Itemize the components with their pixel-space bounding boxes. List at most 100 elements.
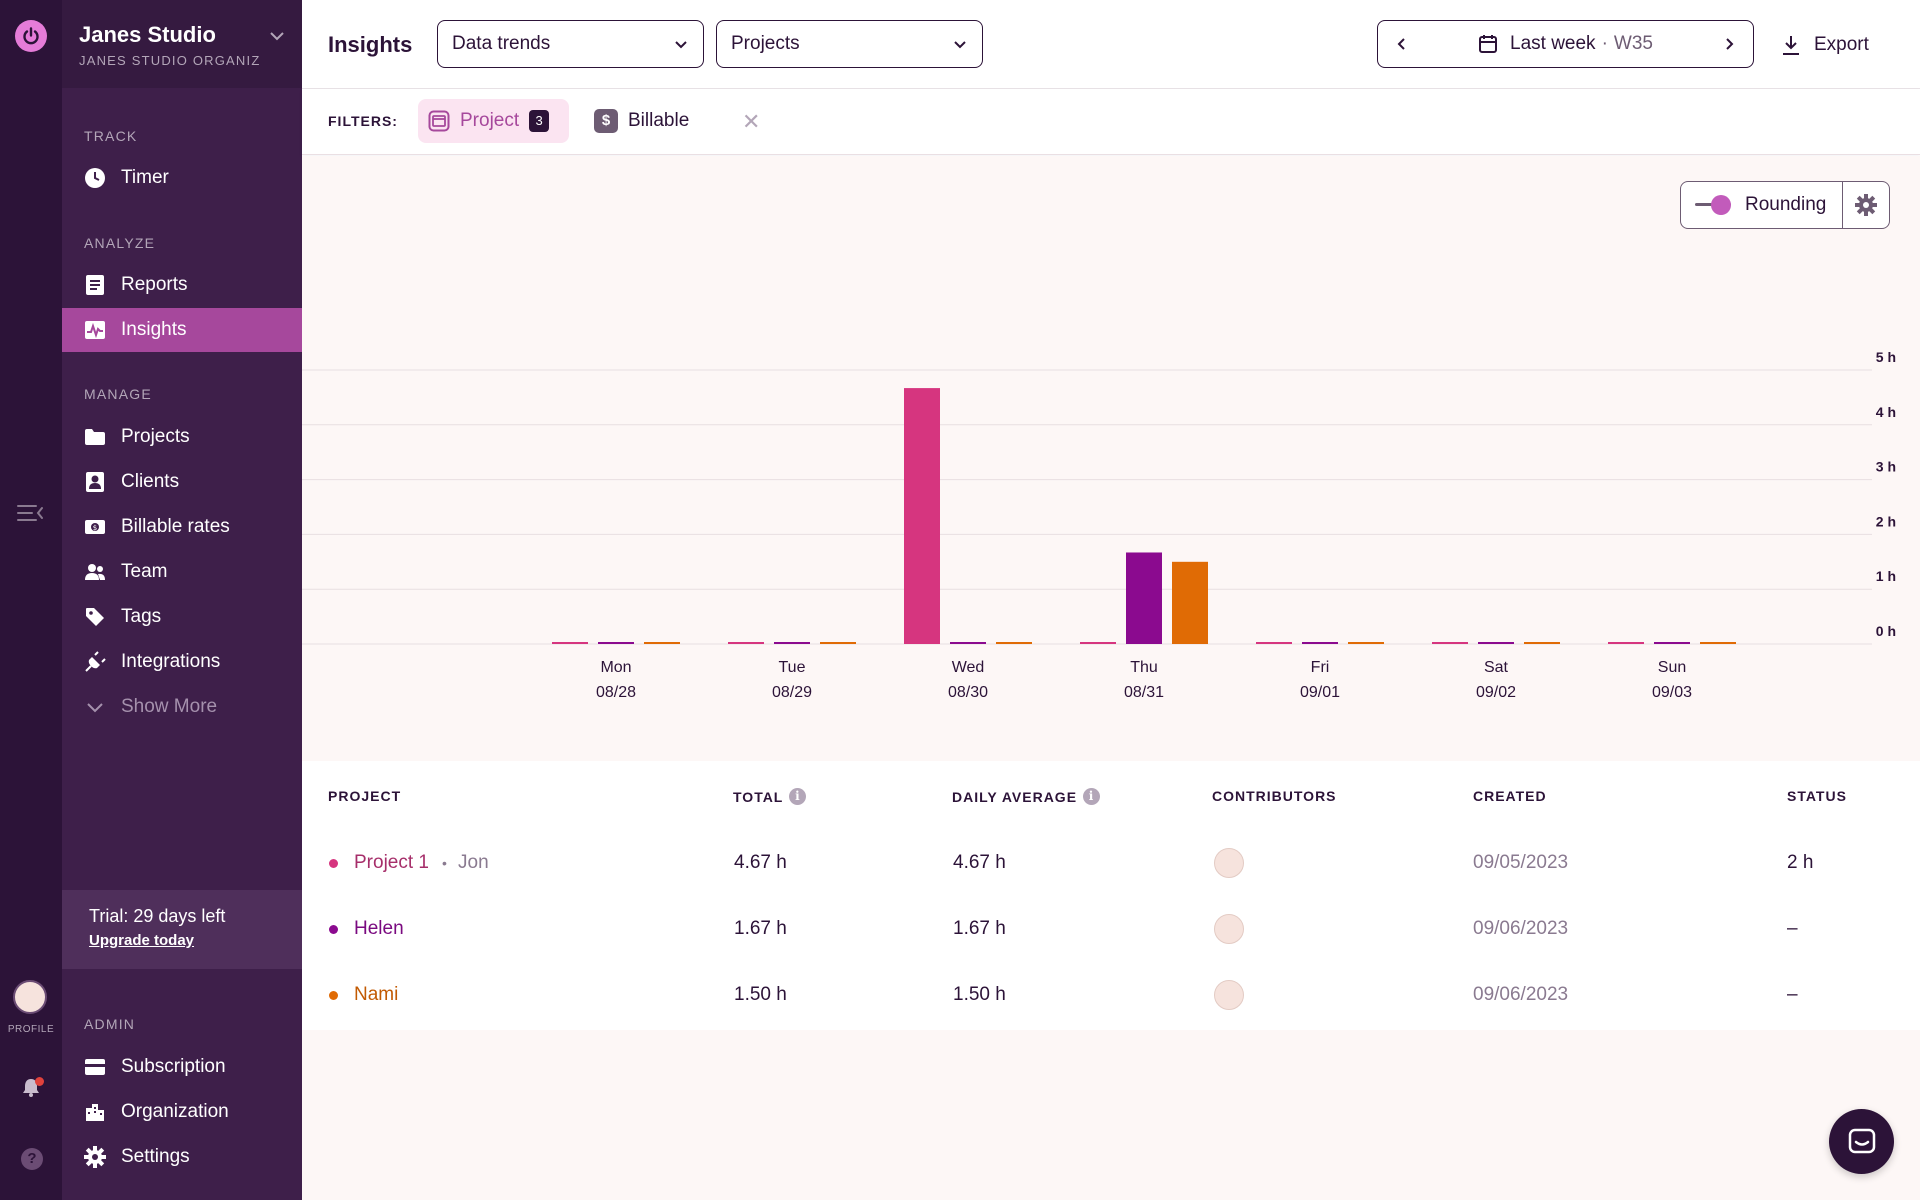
sidebar-item-label: Integrations <box>121 651 221 672</box>
project-status: 2 h <box>1787 852 1814 873</box>
info-icon[interactable]: i <box>1083 788 1101 805</box>
sidebar-show-more[interactable]: Show More <box>62 685 302 729</box>
sidebar-item-label: Reports <box>121 274 188 295</box>
calendar-icon <box>1479 35 1498 53</box>
sidebar-item-tags[interactable]: Tags <box>62 595 302 639</box>
project-created: 09/05/2023 <box>1473 852 1569 873</box>
project-client-separator: • <box>442 855 447 871</box>
week-number: W35 <box>1613 33 1653 54</box>
sidebar-item-team[interactable]: Team <box>62 550 302 594</box>
group-dropdown-value: Projects <box>731 33 800 54</box>
bar <box>644 642 680 644</box>
billable-filter-chip[interactable]: $ Billable <box>594 99 689 143</box>
workspace-switcher[interactable]: Janes Studio JANES STUDIO ORGANIZATION <box>62 0 302 88</box>
sidebar-item-projects[interactable]: Projects <box>62 415 302 459</box>
sidebar-item-label: Team <box>121 561 168 582</box>
bar <box>1654 642 1690 644</box>
project-daily-average: 4.67 h <box>953 852 1006 873</box>
money-icon: $ <box>84 516 106 538</box>
bar <box>950 642 986 644</box>
rounding-label: Rounding <box>1745 194 1827 215</box>
sidebar <box>62 0 302 1200</box>
folder-icon <box>84 426 106 448</box>
contributor-avatar[interactable] <box>1214 980 1244 1010</box>
help-icon[interactable]: ? <box>21 1148 43 1170</box>
col-project[interactable]: PROJECT <box>328 788 402 804</box>
col-contributors[interactable]: CONTRIBUTORS <box>1212 788 1337 804</box>
rounding-toggle[interactable]: Rounding <box>1681 182 1843 228</box>
info-icon[interactable]: i <box>789 788 807 805</box>
page-header: Insights Data trends Projects Last week … <box>302 0 1920 89</box>
contributor-avatar[interactable] <box>1214 848 1244 878</box>
sidebar-item-label: Timer <box>121 167 169 188</box>
upgrade-link[interactable]: Upgrade today <box>89 932 195 949</box>
rounding-settings-button[interactable] <box>1843 182 1889 228</box>
sidebar-item-reports[interactable]: Reports <box>62 263 302 307</box>
table-row[interactable]: Helen 1.67 h 1.67 h 09/06/2023 – <box>302 896 1920 962</box>
contact-icon <box>84 471 106 493</box>
project-filter-chip[interactable]: Project 3 <box>418 99 569 143</box>
sidebar-item-subscription[interactable]: Subscription <box>62 1045 302 1089</box>
collapse-menu-icon[interactable] <box>16 502 44 524</box>
power-logo-icon[interactable] <box>15 20 47 52</box>
document-icon <box>84 274 106 296</box>
chat-button[interactable] <box>1829 1109 1894 1174</box>
project-filter-count: 3 <box>529 110 550 132</box>
section-track: TRACK <box>84 128 138 144</box>
sidebar-item-organization[interactable]: Organization <box>62 1090 302 1134</box>
x-tick-day: Tue <box>779 659 806 676</box>
bar <box>996 642 1032 644</box>
sidebar-item-label: Projects <box>121 426 190 447</box>
project-name[interactable]: Nami <box>354 984 399 1005</box>
clear-filters-icon[interactable]: ✕ <box>742 109 761 134</box>
project-name[interactable]: Project 1 <box>354 852 429 873</box>
sidebar-item-integrations[interactable]: Integrations <box>62 640 302 684</box>
bar <box>1478 642 1514 644</box>
page-title: Insights <box>328 32 413 57</box>
bar <box>1126 552 1162 644</box>
group-dropdown[interactable]: Projects <box>716 20 983 68</box>
col-total[interactable]: TOTAL i <box>733 788 807 805</box>
x-tick-date: 09/02 <box>1476 684 1516 701</box>
table-row[interactable]: Nami 1.50 h 1.50 h 09/06/2023 – <box>302 962 1920 1028</box>
sidebar-item-clients[interactable]: Clients <box>62 460 302 504</box>
app-rail <box>0 0 62 1200</box>
project-name[interactable]: Helen <box>354 918 404 939</box>
next-week-button[interactable] <box>1705 21 1753 67</box>
chevron-right-icon <box>1726 38 1734 50</box>
col-created[interactable]: CREATED <box>1473 788 1547 804</box>
filters-label: FILTERS: <box>328 113 398 129</box>
project-color-dot <box>329 991 338 1000</box>
chart-area: 0 h 1 h 2 h 3 h 4 h 5 h Mon 08/28 Tue 08/29 Wed 08/… <box>302 156 1920 761</box>
export-button[interactable]: Export <box>1780 30 1869 60</box>
project-status: – <box>1787 984 1798 1005</box>
sidebar-item-insights[interactable]: Insights <box>62 308 302 352</box>
section-analyze: ANALYZE <box>84 235 156 251</box>
sidebar-item-label: Insights <box>121 319 187 340</box>
chevron-left-icon <box>1397 38 1405 50</box>
sidebar-item-label: Billable rates <box>121 516 230 537</box>
contributor-avatar[interactable] <box>1214 914 1244 944</box>
page-background <box>302 1030 1920 1200</box>
sidebar-item-settings[interactable]: Settings <box>62 1135 302 1179</box>
x-tick-date: 09/03 <box>1652 684 1692 701</box>
tag-icon <box>84 606 106 628</box>
date-range-display[interactable]: Last week · W35 <box>1426 33 1705 55</box>
chevron-down-icon <box>954 41 966 49</box>
sidebar-item-billable-rates[interactable]: $ Billable rates <box>62 505 302 549</box>
previous-week-button[interactable] <box>1378 21 1426 67</box>
sidebar-item-timer[interactable]: Timer <box>62 156 302 200</box>
team-icon <box>84 561 106 583</box>
table-row[interactable]: Project 1 • Jon 4.67 h 4.67 h 09/05/2023… <box>302 830 1920 896</box>
col-status[interactable]: STATUS <box>1787 788 1847 804</box>
x-tick-date: 08/29 <box>772 684 812 701</box>
avatar[interactable] <box>13 980 47 1014</box>
card-icon <box>84 1056 106 1078</box>
view-dropdown[interactable]: Data trends <box>437 20 704 68</box>
view-dropdown-value: Data trends <box>452 33 551 54</box>
gear-icon <box>1855 194 1877 216</box>
col-daily-average[interactable]: DAILY AVERAGE i <box>952 788 1101 805</box>
dollar-icon: $ <box>594 109 618 133</box>
trial-banner: Trial: 29 days left Upgrade today <box>62 890 302 969</box>
project-client: Jon <box>458 852 489 873</box>
